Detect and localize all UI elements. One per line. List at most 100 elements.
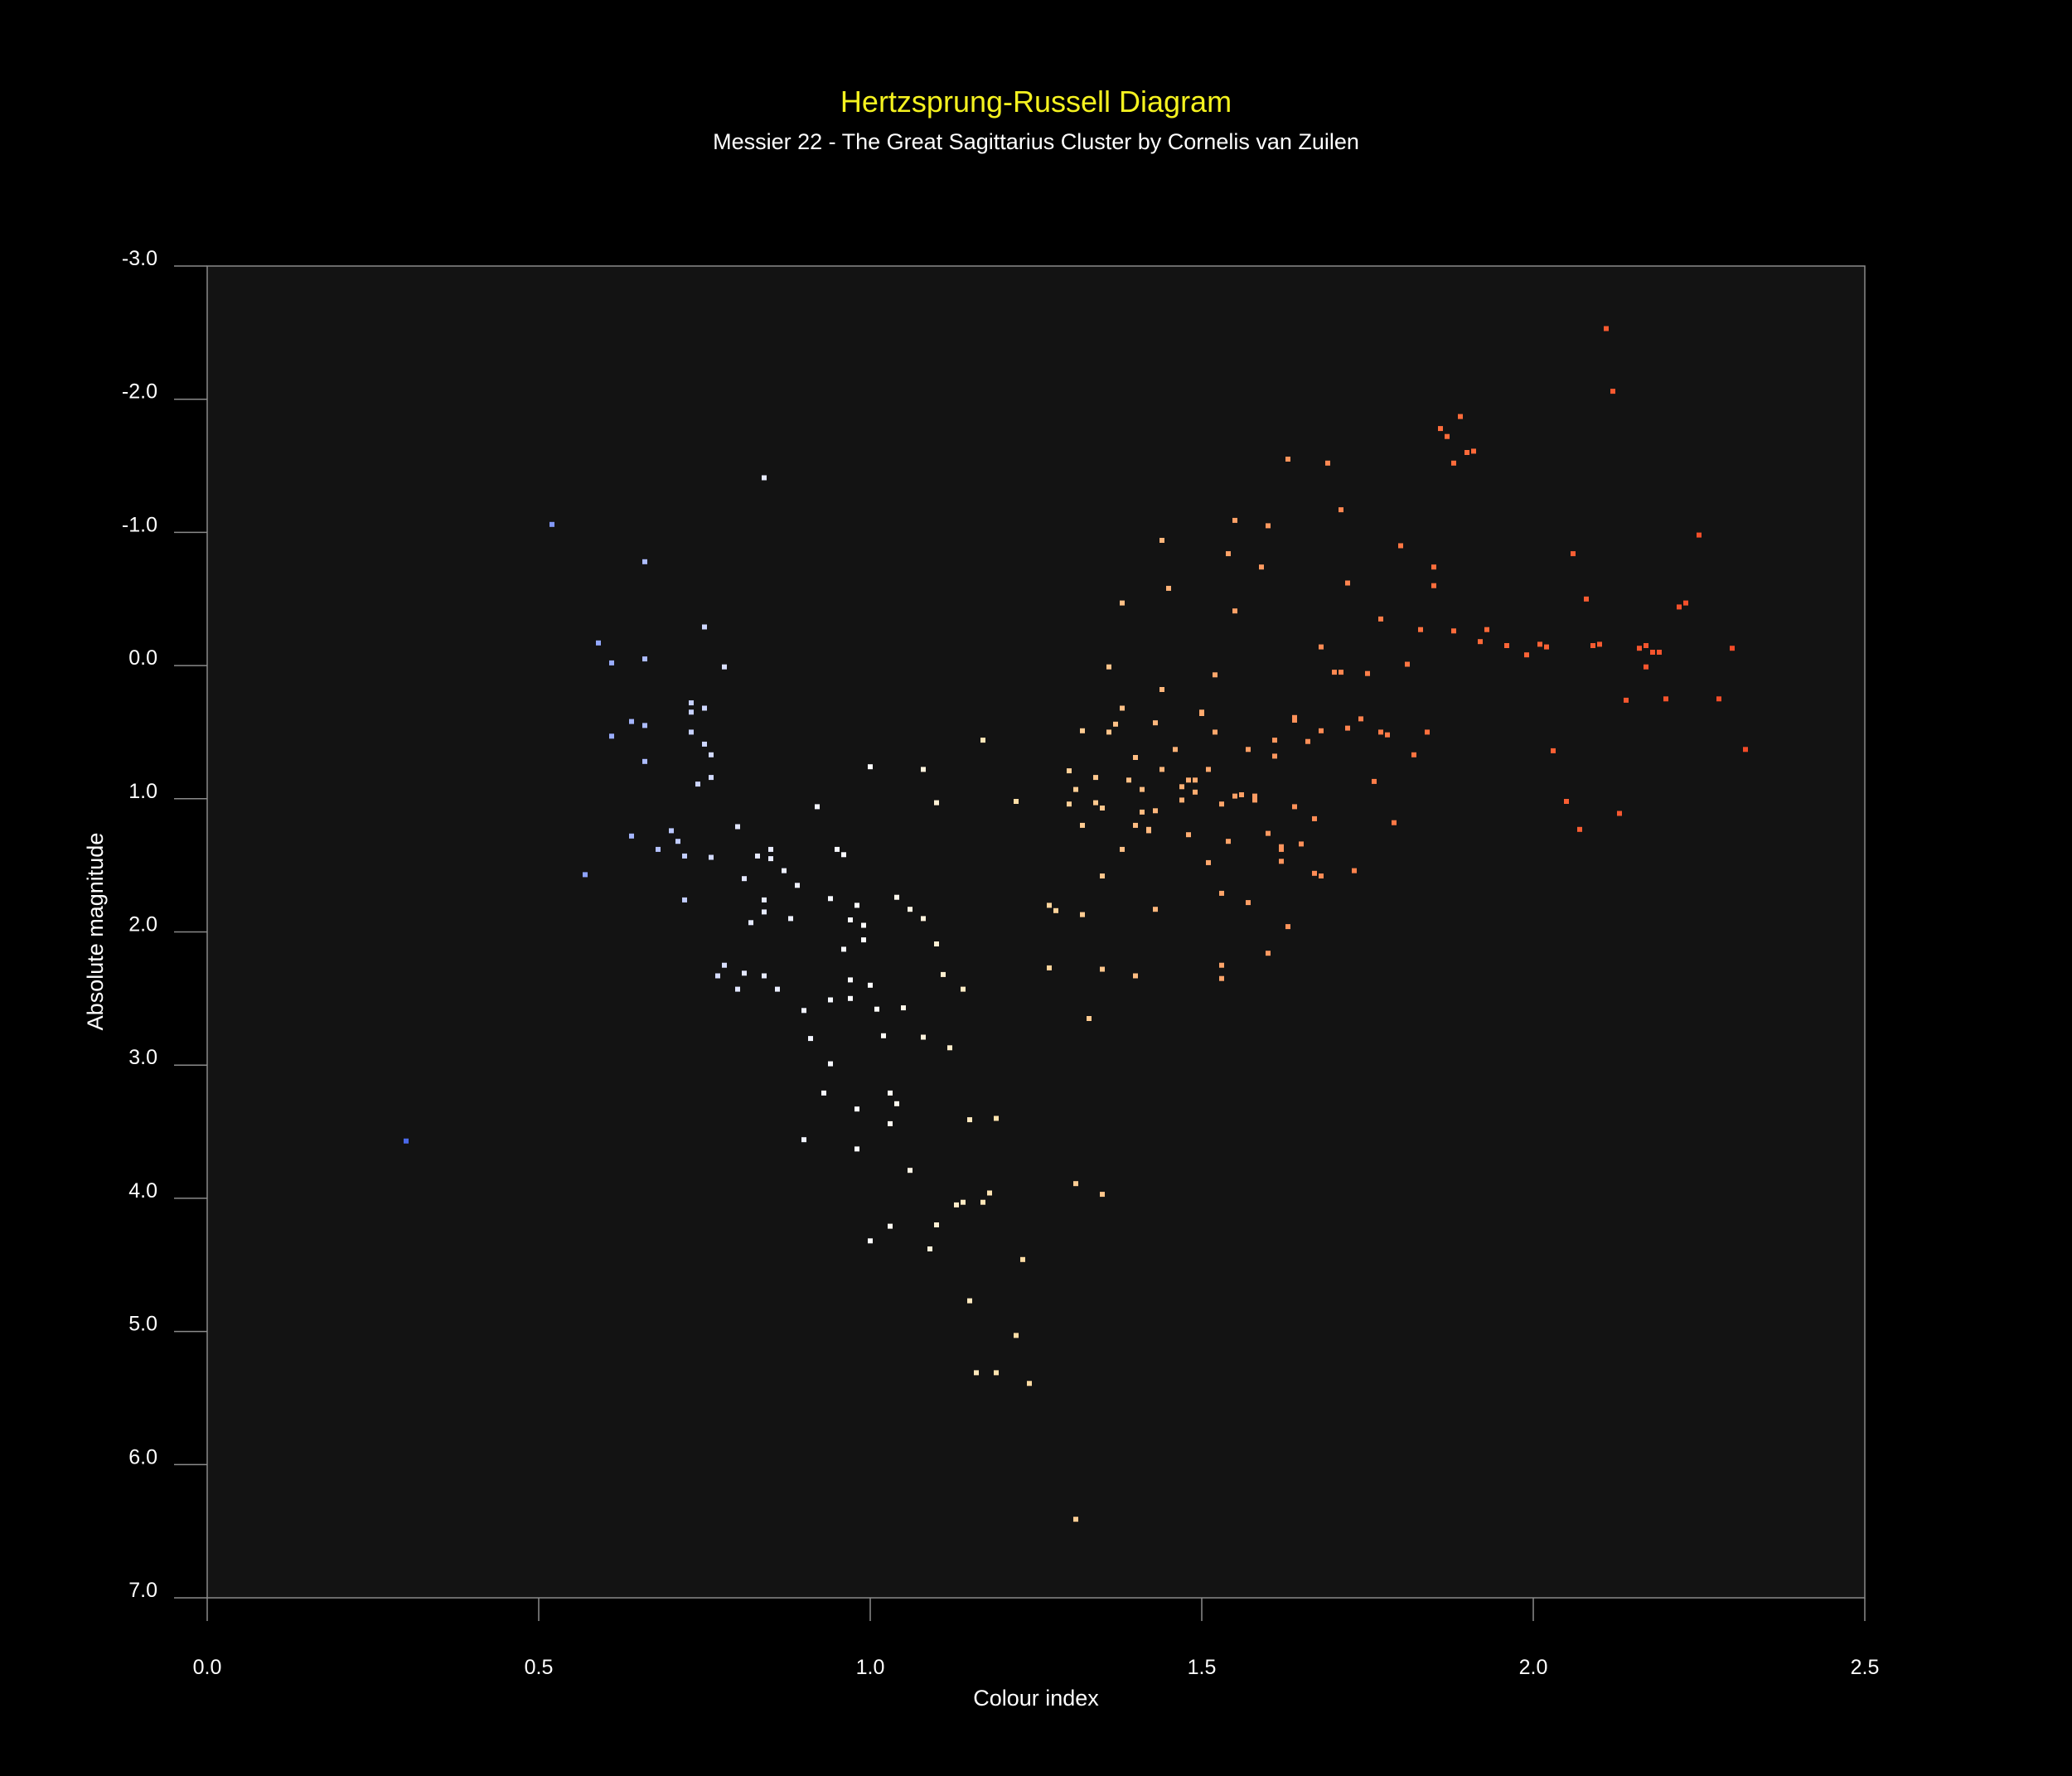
star-point bbox=[1650, 650, 1655, 655]
x-tick-label: 1.0 bbox=[856, 1656, 885, 1679]
star-point bbox=[1524, 652, 1529, 658]
star-point bbox=[1126, 777, 1131, 783]
star-point bbox=[1279, 859, 1284, 864]
star-point bbox=[994, 1370, 999, 1376]
y-tick-label: -1.0 bbox=[122, 513, 157, 536]
star-point bbox=[642, 758, 647, 764]
star-point bbox=[828, 997, 833, 1003]
star-point bbox=[1173, 747, 1178, 753]
star-point bbox=[1438, 426, 1443, 432]
star-point bbox=[762, 897, 767, 903]
star-point bbox=[702, 741, 707, 747]
star-point bbox=[1087, 1016, 1092, 1021]
star-point bbox=[1451, 460, 1456, 466]
star-point bbox=[1392, 820, 1397, 825]
star-point bbox=[775, 986, 780, 992]
star-point bbox=[1239, 792, 1244, 797]
star-point bbox=[1100, 966, 1105, 972]
star-point bbox=[1624, 697, 1629, 703]
star-point bbox=[1445, 433, 1450, 439]
y-tick-label: 4.0 bbox=[128, 1179, 157, 1203]
star-point bbox=[735, 986, 740, 992]
star-point bbox=[1431, 564, 1436, 570]
star-point bbox=[1279, 844, 1284, 849]
star-point bbox=[1213, 729, 1218, 735]
star-point bbox=[1590, 643, 1595, 648]
star-point bbox=[1120, 600, 1125, 606]
star-point bbox=[689, 729, 694, 735]
star-point bbox=[861, 937, 866, 943]
star-point bbox=[1146, 826, 1151, 832]
star-point bbox=[868, 1238, 873, 1244]
star-point bbox=[888, 1090, 893, 1096]
star-point bbox=[1159, 687, 1164, 692]
star-point bbox=[888, 1223, 893, 1229]
star-point bbox=[1358, 716, 1363, 722]
star-point bbox=[1080, 912, 1085, 917]
star-point bbox=[722, 962, 727, 968]
star-point bbox=[1014, 799, 1019, 804]
star-point bbox=[1206, 859, 1211, 865]
star-point bbox=[934, 800, 939, 806]
star-point bbox=[1292, 718, 1297, 723]
star-point bbox=[1378, 729, 1383, 735]
star-point bbox=[967, 1117, 972, 1123]
chart-subtitle: Messier 22 - The Great Sagittarius Clust… bbox=[713, 129, 1359, 154]
star-point bbox=[1372, 778, 1377, 784]
star-point bbox=[828, 896, 833, 902]
star-point bbox=[1345, 725, 1350, 731]
star-point bbox=[1179, 784, 1184, 790]
star-point bbox=[1133, 973, 1138, 979]
star-point bbox=[980, 1199, 985, 1205]
star-point bbox=[921, 1034, 926, 1040]
star-point bbox=[609, 660, 614, 665]
star-point bbox=[583, 872, 588, 878]
star-point bbox=[1451, 628, 1456, 634]
star-point bbox=[1319, 873, 1324, 878]
y-tick-label: -3.0 bbox=[122, 247, 157, 270]
star-point bbox=[815, 804, 820, 810]
star-point bbox=[722, 664, 727, 670]
star-point bbox=[1716, 696, 1721, 702]
star-point bbox=[1537, 641, 1542, 647]
star-point bbox=[927, 1246, 932, 1251]
star-point bbox=[1504, 643, 1509, 648]
star-point bbox=[1219, 975, 1224, 981]
star-point bbox=[1027, 1381, 1032, 1386]
star-point bbox=[1743, 747, 1748, 753]
star-point bbox=[1153, 907, 1158, 912]
y-axis: -3.0 -2.0 -1.0 0.0 1.0 2.0 3.0 4.0 5.0 6.0 7.0 bbox=[122, 247, 207, 1602]
star-point bbox=[854, 903, 859, 908]
star-point bbox=[1232, 793, 1237, 799]
star-point bbox=[768, 846, 773, 852]
star-point bbox=[801, 1008, 806, 1014]
star-point bbox=[1232, 517, 1237, 523]
star-point bbox=[695, 782, 700, 787]
star-point bbox=[1120, 705, 1125, 711]
star-point bbox=[1458, 414, 1463, 419]
star-point bbox=[1153, 808, 1158, 814]
star-point bbox=[1159, 767, 1164, 772]
star-point bbox=[629, 719, 634, 724]
star-point bbox=[1484, 627, 1489, 632]
star-point bbox=[1106, 664, 1111, 670]
star-point bbox=[1053, 907, 1058, 913]
star-point bbox=[921, 916, 926, 922]
star-point bbox=[934, 1222, 939, 1227]
star-point bbox=[1213, 672, 1218, 678]
star-point bbox=[1246, 900, 1251, 906]
star-point bbox=[642, 723, 647, 728]
star-point bbox=[821, 1090, 826, 1096]
star-point bbox=[808, 1036, 813, 1042]
star-point bbox=[1047, 965, 1052, 970]
star-point bbox=[1266, 830, 1271, 836]
star-point bbox=[980, 738, 985, 743]
star-point bbox=[941, 971, 946, 977]
star-point bbox=[1252, 797, 1257, 803]
star-point bbox=[1325, 460, 1330, 466]
star-point bbox=[1219, 890, 1224, 896]
star-point bbox=[1730, 646, 1735, 651]
star-point bbox=[1418, 627, 1423, 632]
star-point bbox=[1425, 729, 1430, 735]
